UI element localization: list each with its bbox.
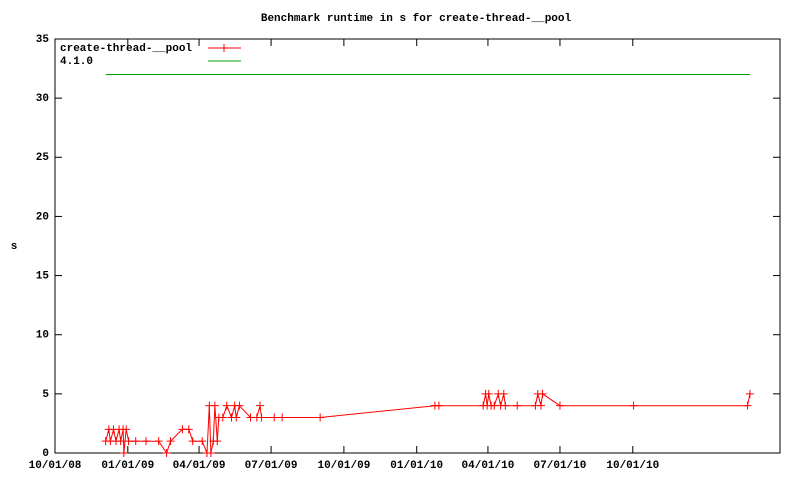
x-tick-label: 10/01/08 xyxy=(29,460,82,472)
legend-marker xyxy=(220,44,228,52)
point-marker xyxy=(213,437,222,446)
point-marker xyxy=(513,401,522,410)
legend-label: create-thread-__pool xyxy=(60,43,192,55)
point-marker xyxy=(116,437,125,446)
point-marker xyxy=(131,437,140,446)
y-tick-label: 20 xyxy=(36,211,49,223)
y-tick-label: 15 xyxy=(36,270,50,282)
x-tick-label: 07/01/10 xyxy=(534,460,587,472)
x-tick-label: 01/01/10 xyxy=(390,460,443,472)
point-marker xyxy=(210,401,219,410)
point-marker xyxy=(124,437,133,446)
point-marker xyxy=(222,401,231,410)
point-marker xyxy=(278,413,287,422)
point-marker xyxy=(255,401,264,410)
y-tick-label: 0 xyxy=(42,448,49,460)
point-marker xyxy=(316,413,325,422)
point-marker xyxy=(536,401,545,410)
y-axis-label: s xyxy=(11,241,18,253)
point-marker xyxy=(188,437,197,446)
point-marker xyxy=(434,401,443,410)
point-marker xyxy=(218,413,227,422)
y-tick-label: 35 xyxy=(36,34,50,46)
point-marker xyxy=(142,437,151,446)
point-marker xyxy=(538,389,547,398)
point-marker xyxy=(154,437,163,446)
point-marker xyxy=(235,401,244,410)
point-marker xyxy=(198,437,207,446)
point-marker xyxy=(119,449,128,457)
point-marker xyxy=(745,389,754,398)
y-tick-label: 10 xyxy=(36,330,49,342)
point-marker xyxy=(501,401,510,410)
y-tick-label: 5 xyxy=(42,389,49,401)
x-tick-label: 10/01/10 xyxy=(606,460,659,472)
x-tick-label: 01/01/09 xyxy=(101,460,154,472)
x-tick-label: 10/01/09 xyxy=(317,460,370,472)
x-tick-label: 04/01/09 xyxy=(173,460,226,472)
point-marker xyxy=(162,449,171,457)
point-marker xyxy=(629,401,638,410)
point-marker xyxy=(257,413,266,422)
chart-title: Benchmark runtime in s for create-thread… xyxy=(261,13,572,25)
x-tick-label: 07/01/09 xyxy=(245,460,298,472)
plot-border xyxy=(54,38,781,454)
legend-label: 4.1.0 xyxy=(60,56,93,68)
point-marker xyxy=(206,449,215,457)
x-tick-label: 04/01/10 xyxy=(462,460,515,472)
point-marker xyxy=(484,389,493,398)
y-tick-label: 25 xyxy=(36,152,50,164)
point-marker xyxy=(270,413,279,422)
point-marker xyxy=(743,401,752,410)
point-marker xyxy=(122,425,131,434)
point-marker xyxy=(184,425,193,434)
point-marker xyxy=(166,437,175,446)
point-marker xyxy=(499,389,508,398)
point-marker xyxy=(555,401,564,410)
point-marker xyxy=(232,413,241,422)
y-tick-label: 30 xyxy=(36,93,49,105)
